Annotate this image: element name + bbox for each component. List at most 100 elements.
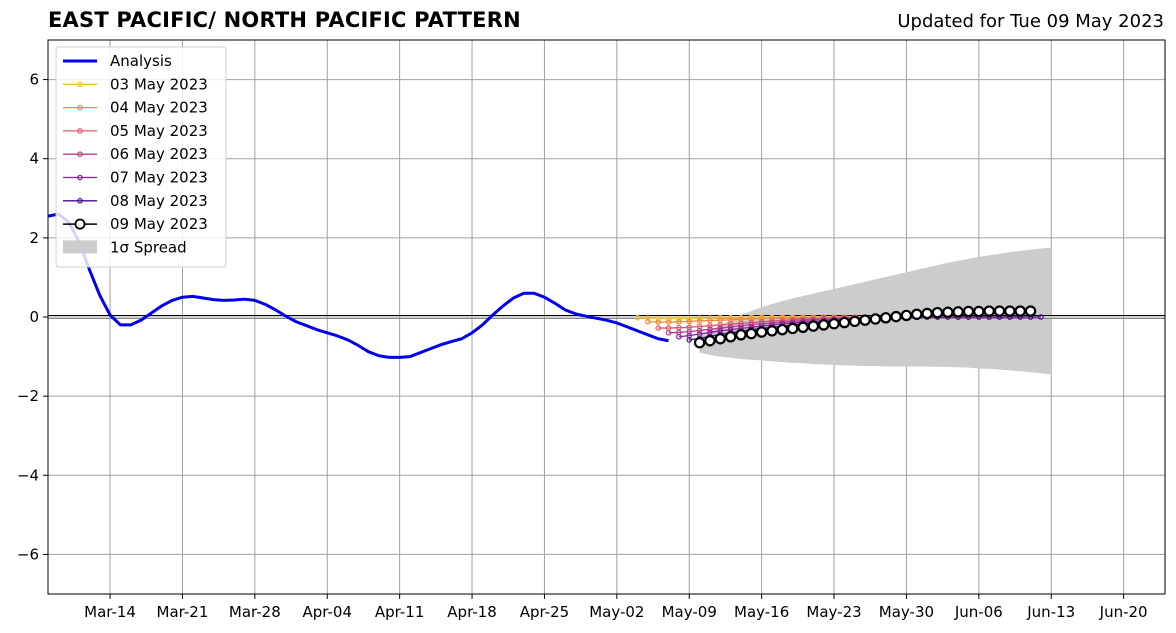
latest-forecast-point — [983, 305, 995, 317]
latest-forecast-point — [807, 320, 820, 332]
analysis-line — [48, 212, 669, 359]
latest-forecast-point — [704, 335, 716, 347]
forecast-point — [634, 314, 641, 321]
latest-forecast-point — [931, 306, 944, 319]
forecast-point — [676, 318, 682, 325]
forecast-point — [665, 319, 672, 325]
forecast-point — [707, 326, 713, 333]
y-tick-label: 0 — [29, 308, 39, 326]
latest-forecast-point — [786, 322, 799, 335]
latest-forecast-point — [724, 331, 737, 343]
legend-box — [55, 46, 227, 268]
legend-forecast-marker — [77, 151, 83, 158]
latest-forecast-point — [838, 316, 851, 329]
legend-forecast-marker — [77, 174, 83, 181]
x-tick-label: May-09 — [662, 603, 717, 621]
latest-forecast-point — [942, 306, 954, 318]
forecast-point — [676, 333, 682, 340]
latest-forecast-point — [859, 314, 871, 326]
latest-forecast-point — [921, 307, 933, 320]
data-layer — [48, 212, 1165, 375]
latest-forecast-point — [962, 305, 975, 318]
axis-layer: Mar-14 Mar-21 Mar-28 Apr-04 Apr-11 Apr-18 Apr-… — [17, 71, 1148, 621]
latest-forecast-point — [828, 318, 840, 330]
legend-forecast-marker — [77, 104, 83, 111]
legend-forecast-marker — [77, 81, 83, 88]
forecast-point — [717, 328, 724, 334]
forecast-point — [748, 316, 755, 322]
latest-forecast-point — [993, 305, 1006, 317]
x-tick-label: Mar-28 — [229, 603, 281, 621]
spread-band — [699, 247, 1052, 375]
forecast-point — [665, 315, 672, 322]
legend-label: 1σ Spread — [110, 238, 187, 256]
grid-layer — [48, 40, 1165, 594]
legend-label: 04 May 2023 — [110, 99, 208, 117]
forecast-point — [1038, 314, 1044, 320]
latest-forecast-point — [869, 313, 882, 325]
legend-forecast-marker — [77, 128, 83, 134]
legend-label: 07 May 2023 — [110, 169, 208, 187]
forecast-point — [655, 319, 662, 325]
legend-forecast-marker — [77, 198, 83, 204]
y-tick-label: 6 — [29, 71, 39, 89]
x-tick-label: Jun-06 — [954, 603, 1003, 621]
chart-title: EAST PACIFIC/ NORTH PACIFIC PATTERN — [48, 8, 521, 32]
x-tick-label: Jun-13 — [1026, 603, 1075, 621]
legend-label: 08 May 2023 — [110, 192, 208, 210]
latest-forecast-point — [693, 337, 706, 349]
x-tick-label: May-02 — [589, 603, 644, 621]
legend-label: 06 May 2023 — [110, 145, 208, 163]
latest-forecast-point — [745, 327, 757, 340]
latest-forecast-point — [952, 306, 964, 318]
x-tick-label: Apr-04 — [303, 603, 353, 621]
x-tick-label: Apr-25 — [520, 603, 570, 621]
forecast-point — [655, 325, 662, 331]
latest-forecast-point — [973, 305, 985, 318]
legend-spread-swatch — [63, 240, 97, 254]
plot-frame — [47, 39, 1166, 595]
legend-label: 09 May 2023 — [110, 215, 208, 233]
forecast-point — [696, 327, 703, 334]
latest-forecast-point — [880, 312, 892, 324]
legend: Analysis 03 May 2023 04 May 2023 05 May 202… — [55, 46, 227, 268]
forecast-point — [696, 318, 703, 324]
latest-forecast-point — [755, 326, 768, 338]
forecast-point — [655, 315, 662, 322]
forecast-point — [686, 318, 693, 325]
forecast-point — [686, 337, 693, 343]
x-tick-label: Mar-14 — [84, 603, 136, 621]
forecast-point — [645, 315, 651, 321]
latest-forecast-point — [1004, 305, 1016, 317]
y-tick-label: −6 — [17, 545, 39, 563]
legend-label: Analysis — [110, 52, 172, 70]
updated-label: Updated for Tue 09 May 2023 — [897, 11, 1164, 32]
legend-latest-marker — [74, 218, 86, 230]
x-tick-label: Apr-11 — [375, 603, 425, 621]
forecast-point — [707, 322, 713, 329]
latest-forecast-point — [766, 325, 778, 337]
latest-forecast-point — [911, 308, 923, 320]
forecast-point — [676, 315, 682, 322]
latest-forecast-point — [797, 321, 809, 333]
legend-label: 05 May 2023 — [110, 122, 208, 140]
forecast-point — [758, 315, 765, 322]
x-tick-label: Mar-21 — [157, 603, 209, 621]
latest-forecast-point — [900, 309, 913, 322]
latest-forecast-point — [735, 329, 747, 341]
x-tick-label: Jun-20 — [1099, 603, 1148, 621]
x-tick-label: May-16 — [734, 603, 789, 621]
latest-forecast-point — [817, 319, 830, 331]
latest-forecast-point — [776, 323, 789, 336]
latest-forecast-point — [849, 315, 861, 328]
latest-forecast-point — [890, 310, 902, 323]
forecast-point — [645, 318, 651, 325]
forecast-point — [707, 317, 713, 324]
latest-forecast-point — [1014, 305, 1026, 317]
x-tick-label: Apr-18 — [447, 603, 497, 621]
y-tick-label: 4 — [29, 150, 39, 168]
forecast-point — [665, 330, 672, 336]
latest-forecast-point — [1024, 305, 1037, 317]
legend-label: 03 May 2023 — [110, 75, 208, 93]
